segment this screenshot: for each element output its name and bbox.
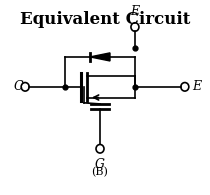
Text: E: E bbox=[130, 5, 139, 18]
Text: C: C bbox=[13, 80, 23, 93]
Polygon shape bbox=[90, 53, 110, 61]
Text: E: E bbox=[192, 80, 202, 93]
Text: (B): (B) bbox=[92, 167, 108, 177]
Text: G: G bbox=[95, 158, 105, 171]
Text: Equivalent Circuit: Equivalent Circuit bbox=[20, 11, 190, 28]
